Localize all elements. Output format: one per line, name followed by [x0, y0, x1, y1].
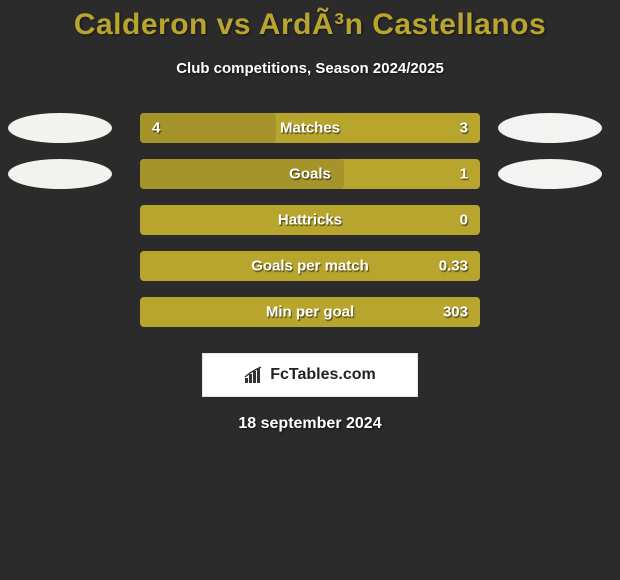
bar-chart-icon [244, 366, 266, 384]
player-right-oval [498, 113, 602, 143]
stat-row: 0.33Goals per match [0, 249, 620, 295]
brand-badge[interactable]: FcTables.com [202, 353, 418, 397]
player-left-oval [8, 113, 112, 143]
date-text: 18 september 2024 [0, 415, 620, 433]
stat-label: Matches [140, 120, 480, 137]
subtitle: Club competitions, Season 2024/2025 [0, 60, 620, 77]
stat-row: 303Min per goal [0, 295, 620, 341]
brand-text: FcTables.com [270, 366, 376, 384]
stat-row: 43Matches [0, 111, 620, 157]
stat-row: 0Hattricks [0, 203, 620, 249]
stat-label: Min per goal [140, 304, 480, 321]
stat-row: 1Goals [0, 157, 620, 203]
player-left-oval [8, 159, 112, 189]
stat-bar-track: 43Matches [140, 113, 480, 143]
page-title: Calderon vs ArdÃ³n Castellanos [0, 0, 620, 42]
comparison-card: Calderon vs ArdÃ³n Castellanos Club comp… [0, 0, 620, 580]
player-right-oval [498, 159, 602, 189]
stat-label: Hattricks [140, 212, 480, 229]
stat-label: Goals per match [140, 258, 480, 275]
stat-rows: 43Matches 1Goals 0Hattricks 0.33Goals per m… [0, 111, 620, 341]
stat-bar-track: 303Min per goal [140, 297, 480, 327]
stat-bar-track: 0Hattricks [140, 205, 480, 235]
stat-bar-track: 1Goals [140, 159, 480, 189]
stat-bar-track: 0.33Goals per match [140, 251, 480, 281]
stat-label: Goals [140, 166, 480, 183]
